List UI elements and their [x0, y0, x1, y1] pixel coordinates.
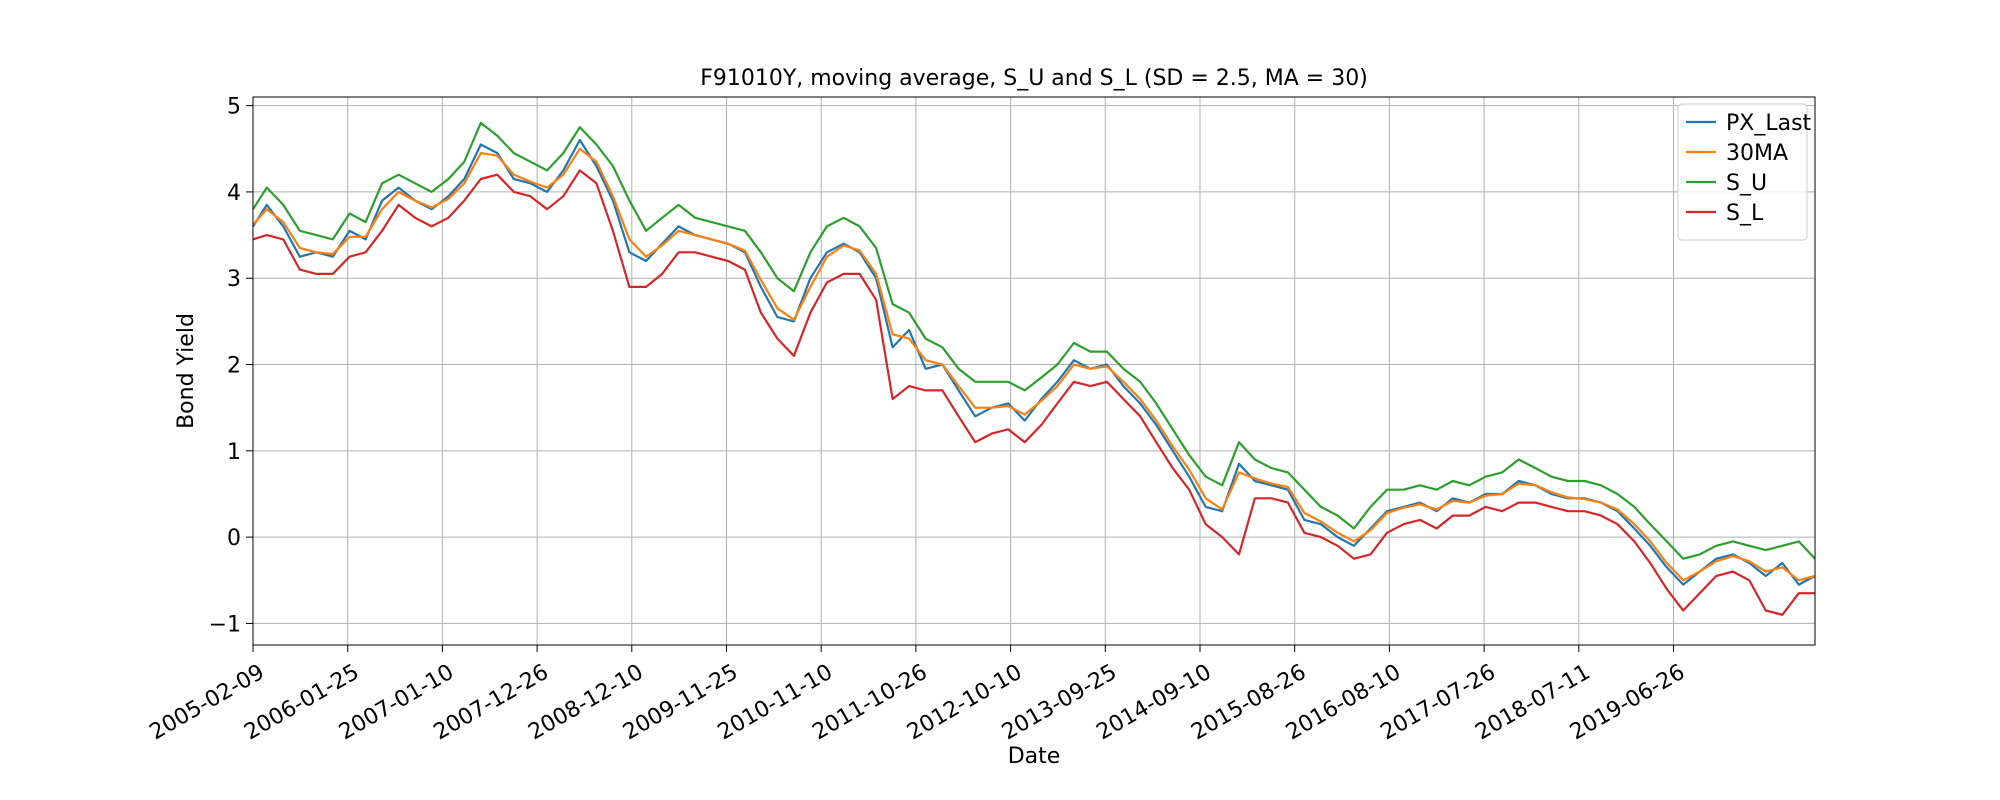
x-axis-title: Date [1008, 744, 1061, 769]
y-tick-label: 5 [227, 95, 241, 120]
legend-label: 30MA [1726, 141, 1788, 166]
chart-title: F91010Y, moving average, S_U and S_L (SD… [700, 66, 1368, 91]
legend-box [1677, 103, 1808, 241]
y-axis-title: Bond Yield [174, 313, 199, 429]
series-line-s-u [252, 121, 1816, 560]
y-tick-label: 4 [227, 181, 241, 206]
legend-label: PX_Last [1726, 111, 1812, 136]
legend: PX_Last 30MA S_U S_L [1677, 103, 1812, 241]
gridlines [252, 97, 1815, 645]
y-tick-label: 0 [227, 526, 241, 551]
y-tick-label: 1 [227, 440, 241, 465]
series-lines [252, 121, 1816, 616]
legend-label: S_L [1726, 201, 1764, 226]
y-tick-label: 2 [227, 354, 241, 379]
y-tick-label: −1 [209, 612, 241, 637]
series-line-px-last [252, 139, 1816, 586]
y-tick-label: 3 [227, 267, 241, 292]
series-line-s-l [252, 169, 1815, 616]
legend-label: S_U [1726, 171, 1767, 196]
plot-frame [252, 96, 1816, 646]
series-line-30ma [252, 147, 1816, 582]
